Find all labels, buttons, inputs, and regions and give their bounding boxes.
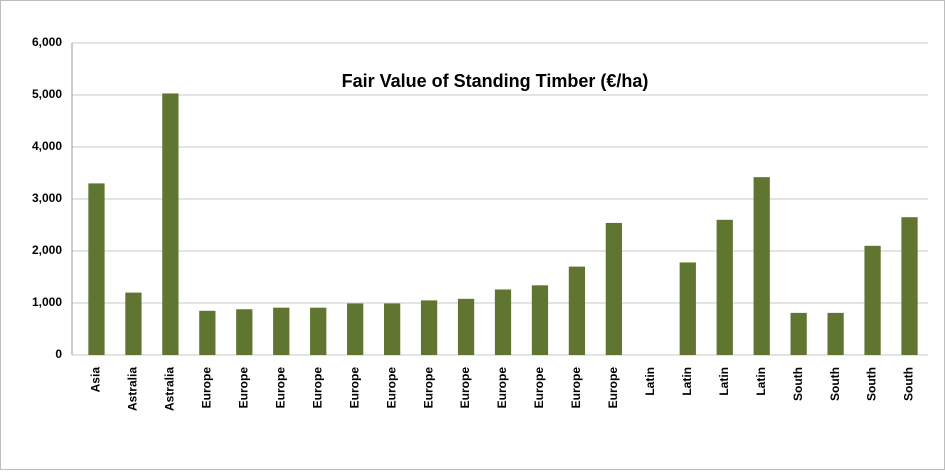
bar	[827, 312, 844, 355]
bar	[199, 310, 216, 355]
x-tick-label: Europe	[495, 367, 509, 409]
bar	[790, 312, 807, 355]
bar	[531, 285, 549, 355]
y-tick-label: 6,000	[32, 35, 62, 49]
bar	[384, 303, 401, 355]
x-tick-label: Latin	[643, 367, 657, 396]
x-tick-label: Astralia	[163, 367, 177, 411]
bar	[679, 262, 696, 355]
x-tick-label: Europe	[569, 367, 583, 409]
x-tick-label: Europe	[236, 367, 250, 409]
bar	[457, 298, 475, 355]
y-tick-label: 5,000	[32, 87, 62, 101]
x-tick-label: Europe	[347, 367, 361, 409]
x-tick-label: Asia	[89, 367, 103, 393]
bar	[716, 219, 733, 355]
bar	[162, 93, 179, 355]
x-tick-label: South	[828, 367, 842, 401]
bar	[568, 266, 586, 355]
bar	[347, 303, 364, 355]
x-tick-label: Europe	[458, 367, 472, 409]
bar	[864, 245, 881, 355]
x-tick-label: South	[791, 367, 805, 401]
x-tick-label: Europe	[310, 367, 324, 409]
bar	[753, 177, 770, 355]
bar	[88, 183, 105, 355]
y-tick-label: 4,000	[32, 139, 62, 153]
bar	[125, 292, 142, 355]
bar	[310, 307, 327, 355]
x-tick-label: South	[902, 367, 916, 401]
x-tick-label: Astralia	[126, 367, 140, 411]
bar	[236, 309, 253, 355]
x-tick-label: South	[865, 367, 879, 401]
bar	[420, 300, 438, 355]
x-tick-label: Europe	[273, 367, 287, 409]
y-tick-label: 0	[55, 347, 62, 361]
x-tick-label: Europe	[421, 367, 435, 409]
x-tick-label: Europe	[200, 367, 214, 409]
x-tick-label: Europe	[532, 367, 546, 409]
bar	[273, 307, 290, 355]
x-tick-label: Latin	[680, 367, 694, 396]
x-tick-label: Europe	[384, 367, 398, 409]
chart-title: Fair Value of Standing Timber (€/ha)	[342, 71, 649, 91]
x-tick-label: Latin	[717, 367, 731, 396]
y-tick-label: 1,000	[32, 295, 62, 309]
y-tick-label: 3,000	[32, 191, 62, 205]
x-tick-label: Latin	[754, 367, 768, 396]
bar	[901, 217, 918, 355]
y-tick-label: 2,000	[32, 243, 62, 257]
bar	[605, 222, 622, 355]
x-tick-label: Europe	[606, 367, 620, 409]
bar	[494, 289, 512, 355]
